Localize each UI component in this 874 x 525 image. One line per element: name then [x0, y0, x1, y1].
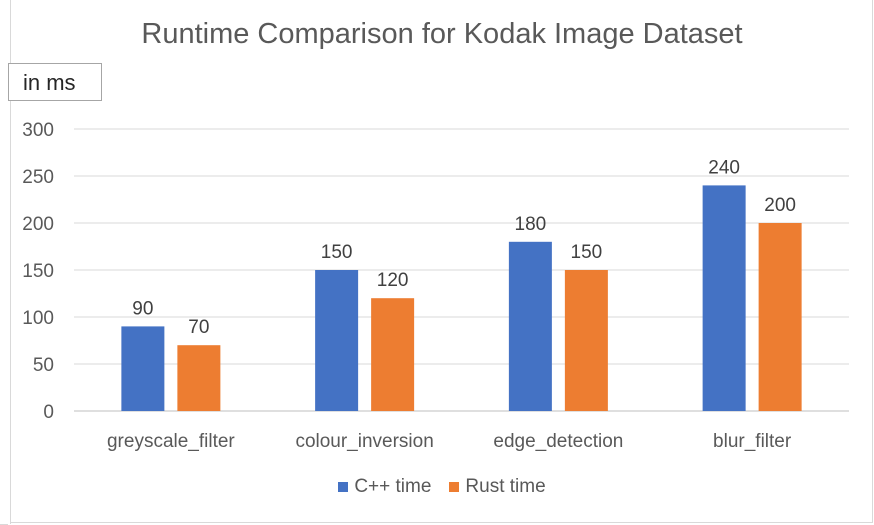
legend-swatch-rust: [449, 482, 460, 492]
y-tick-label: 0: [43, 402, 54, 423]
x-tick-label: blur_filter: [713, 431, 792, 452]
legend: C++ time Rust time: [0, 476, 874, 498]
data-label: 90: [132, 298, 153, 319]
bar-cpp: [121, 326, 165, 411]
data-label: 200: [764, 195, 796, 216]
bar-cpp: [508, 241, 552, 411]
spreadsheet-row-header-strip: [0, 0, 11, 524]
data-label: 120: [377, 270, 409, 291]
legend-swatch-cpp: [338, 482, 349, 492]
unit-label-box: in ms: [8, 63, 102, 101]
data-label: 180: [515, 214, 547, 235]
bar-rust: [371, 298, 415, 411]
data-label: 70: [188, 317, 209, 338]
legend-label-cpp: C++ time: [354, 476, 432, 497]
legend-label-rust: Rust time: [465, 476, 546, 497]
chart-title: Runtime Comparison for Kodak Image Datas…: [141, 18, 743, 50]
bar-rust: [564, 270, 608, 411]
data-label: 150: [321, 242, 353, 263]
chart-area[interactable]: [10, 0, 873, 523]
bar-cpp: [315, 270, 359, 411]
bar-rust: [177, 345, 221, 411]
y-tick-label: 150: [22, 261, 54, 282]
data-label: 150: [571, 242, 603, 263]
x-tick-label: colour_inversion: [295, 431, 433, 452]
y-tick-label: 100: [22, 308, 54, 329]
legend-item-rust: Rust time: [449, 476, 546, 498]
y-tick-label: 300: [22, 120, 54, 141]
legend-item-cpp: C++ time: [338, 476, 431, 498]
bar-rust: [758, 223, 802, 411]
x-tick-label: greyscale_filter: [107, 431, 235, 452]
data-label: 240: [708, 157, 740, 178]
y-tick-label: 250: [22, 167, 54, 188]
y-tick-label: 50: [33, 355, 54, 376]
y-tick-label: 200: [22, 214, 54, 235]
x-tick-label: edge_detection: [493, 431, 623, 452]
unit-label: in ms: [23, 70, 76, 95]
bar-cpp: [702, 185, 746, 411]
